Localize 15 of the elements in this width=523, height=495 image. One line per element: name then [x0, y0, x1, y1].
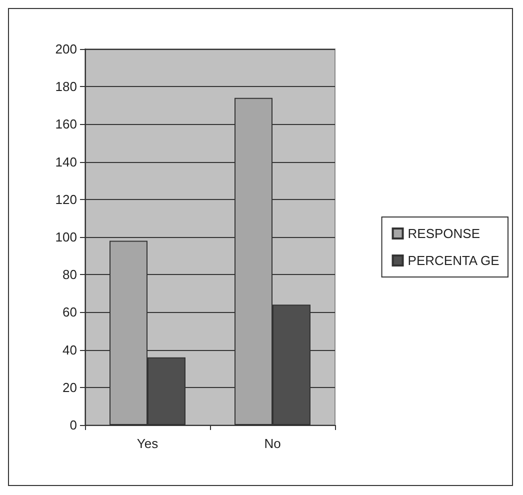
y-tick-label: 140 [55, 154, 77, 170]
y-tick-label: 60 [62, 304, 77, 320]
y-tick-label: 20 [62, 380, 77, 395]
legend-label: RESPONSE [408, 226, 480, 241]
legend-label: PERCENTA GE [408, 253, 500, 268]
y-tick-label: 100 [55, 230, 77, 244]
x-tick-label: Yes [136, 436, 159, 451]
x-tick-label: No [264, 436, 281, 451]
y-tick-label: 40 [62, 342, 77, 358]
y-tick-label: 160 [55, 116, 77, 132]
y-tick-label: 120 [55, 192, 77, 207]
y-tick-label: 180 [55, 79, 77, 94]
y-tick-label: 200 [55, 42, 77, 56]
y-tick-label: 0 [70, 418, 77, 432]
y-tick-label: 80 [62, 267, 77, 282]
